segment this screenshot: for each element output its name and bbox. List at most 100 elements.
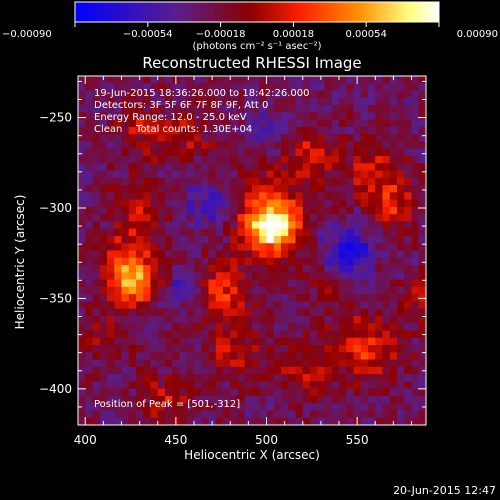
heatmap-cell (223, 221, 231, 230)
heatmap-cell (418, 286, 427, 295)
heatmap-cell (273, 177, 282, 186)
heatmap-cell (172, 250, 180, 259)
heatmap-cell (157, 359, 166, 368)
heatmap-cell (404, 185, 412, 193)
heatmap-cell (252, 345, 260, 353)
heatmap-cell (252, 163, 260, 171)
heatmap-cell (404, 141, 412, 150)
heatmap-cell (324, 250, 333, 259)
heatmap-cell (310, 199, 318, 208)
heatmap-cell (360, 192, 369, 200)
heatmap-cell (288, 105, 296, 113)
heatmap-cell (346, 294, 354, 302)
heatmap-cell (215, 257, 224, 266)
heatmap-cell (302, 76, 311, 84)
heatmap-cell (99, 265, 108, 273)
heatmap-cell (107, 388, 115, 397)
heatmap-cell (411, 359, 420, 368)
heatmap-cell (389, 141, 398, 150)
heatmap-cell (252, 352, 260, 360)
heatmap-cell (382, 170, 391, 179)
heatmap-cell (172, 403, 180, 411)
heatmap-cell (179, 410, 188, 419)
heatmap-cell (346, 301, 354, 310)
heatmap-cell (295, 83, 304, 91)
x-tick-label: 500 (255, 433, 278, 447)
heatmap-cell (179, 199, 188, 208)
heatmap-cell (281, 141, 289, 150)
heatmap-cell (353, 228, 362, 237)
heatmap-cell (107, 199, 115, 208)
heatmap-cell (136, 155, 144, 164)
heatmap-cell (339, 257, 347, 266)
heatmap-cell (266, 417, 275, 426)
heatmap-cell (317, 134, 325, 142)
heatmap-cell (150, 221, 159, 230)
heatmap-cell (252, 126, 260, 135)
heatmap-cell (353, 214, 362, 222)
heatmap-cell (404, 308, 412, 317)
heatmap-cell (252, 395, 260, 404)
heatmap-cell (165, 185, 173, 193)
heatmap-cell (295, 155, 304, 164)
heatmap-cell (215, 90, 224, 99)
heatmap-cell (324, 235, 333, 244)
heatmap-cell (324, 97, 333, 106)
heatmap-cell (107, 308, 115, 317)
heatmap-cell (310, 185, 318, 193)
heatmap-cell (310, 148, 318, 157)
heatmap-cell (143, 359, 151, 368)
heatmap-cell (85, 235, 93, 244)
heatmap-cell (215, 410, 224, 419)
heatmap-cell (353, 323, 362, 331)
heatmap-cell (172, 352, 180, 360)
heatmap-cell (389, 170, 398, 179)
heatmap-cell (418, 235, 427, 244)
heatmap-cell (230, 279, 238, 288)
heatmap-cell (136, 170, 144, 179)
heatmap-cell (404, 177, 412, 186)
heatmap-cell (186, 301, 195, 310)
heatmap-cell (324, 417, 333, 426)
heatmap-cell (411, 141, 420, 150)
heatmap-cell (346, 112, 354, 121)
heatmap-cell (107, 279, 115, 288)
heatmap-cell (288, 243, 296, 251)
heatmap-cell (324, 228, 333, 237)
heatmap-cell (346, 315, 354, 324)
heatmap-cell (331, 192, 340, 200)
heatmap-cell (339, 265, 347, 273)
heatmap-cell (418, 308, 427, 317)
heatmap-cell (339, 206, 347, 215)
heatmap-cell (194, 315, 202, 324)
heatmap-cell (165, 206, 173, 215)
heatmap-cell (208, 345, 217, 353)
heatmap-cell (179, 330, 188, 339)
y-tick-label: −350 (39, 291, 72, 305)
heatmap-cell (317, 177, 325, 186)
heatmap-cell (281, 337, 289, 346)
heatmap-cell (368, 112, 376, 121)
heatmap-cell (324, 352, 333, 360)
heatmap-cell (186, 366, 195, 375)
heatmap-cell (208, 301, 217, 310)
heatmap-cell (85, 141, 93, 150)
heatmap-cell (194, 126, 202, 135)
heatmap-cell (237, 345, 246, 353)
heatmap-cell (295, 257, 304, 266)
heatmap-cell (375, 395, 383, 404)
heatmap-cell (237, 206, 246, 215)
heatmap-cell (317, 185, 325, 193)
heatmap-cell (375, 323, 383, 331)
heatmap-cell (92, 315, 101, 324)
heatmap-cell (266, 199, 275, 208)
heatmap-cell (157, 235, 166, 244)
heatmap-cell (114, 192, 122, 200)
heatmap-cell (317, 199, 325, 208)
heatmap-cell (165, 228, 173, 237)
heatmap-cell (346, 148, 354, 157)
heatmap-cell (281, 112, 289, 121)
heatmap-cell (85, 323, 93, 331)
heatmap-cell (150, 76, 159, 84)
heatmap-cell (172, 374, 180, 382)
